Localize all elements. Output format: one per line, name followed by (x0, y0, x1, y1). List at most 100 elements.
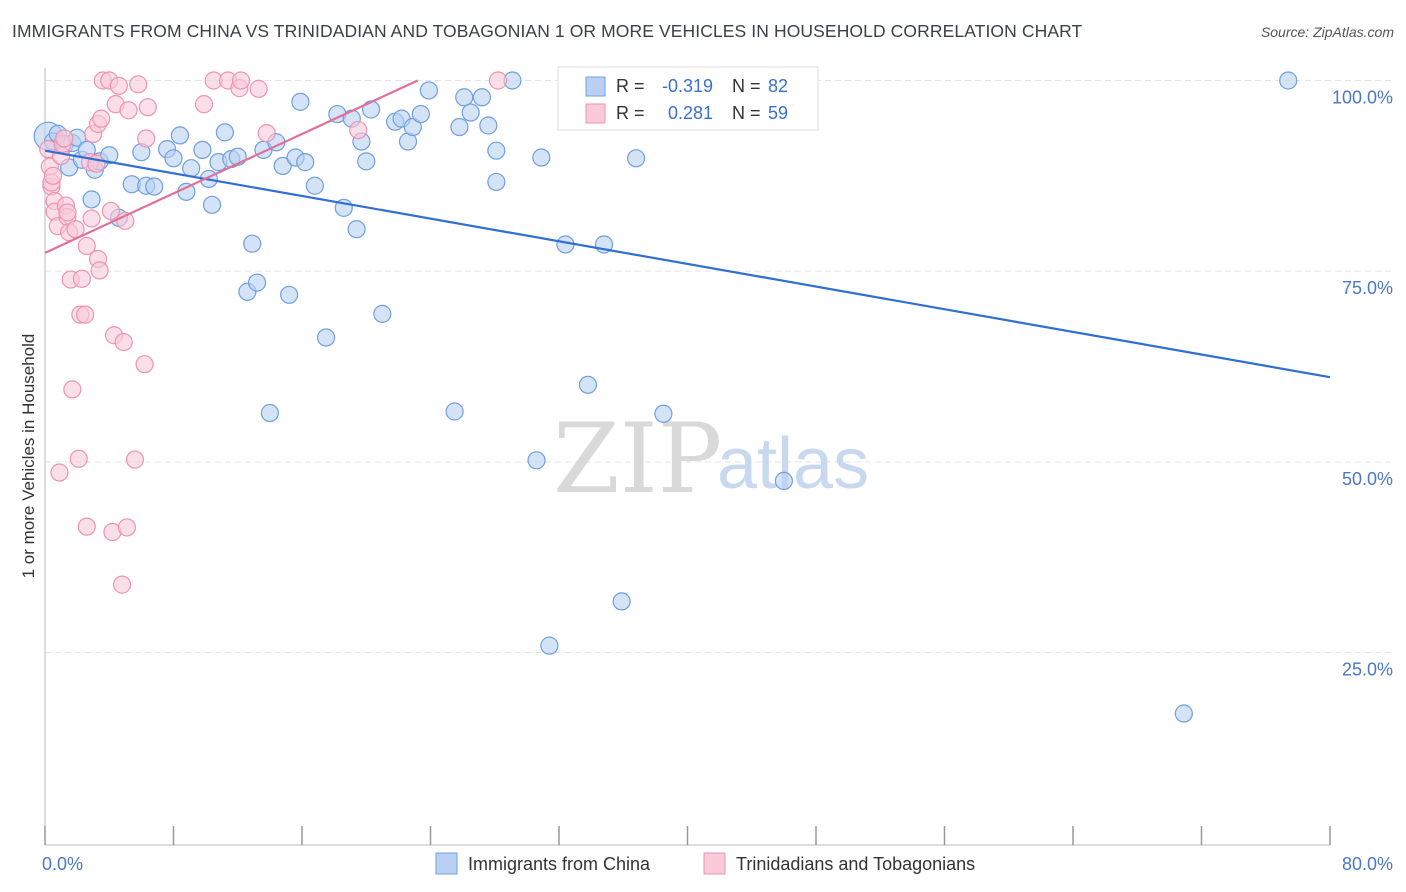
china-point (1279, 71, 1298, 90)
trinidad-point (137, 129, 156, 148)
trinidad-point (249, 79, 268, 98)
stats-r-label-trinidad: R = (616, 103, 645, 123)
china-point (532, 148, 551, 167)
china-point (774, 471, 793, 490)
china-point (243, 234, 262, 253)
china-point (361, 100, 381, 119)
china-point (461, 103, 480, 122)
y-tick-label-3: 25.0% (1342, 660, 1393, 680)
stats-legend: R = -0.319 N = 82 R = 0.281 N = 59 (557, 66, 819, 131)
trinidad-point (349, 120, 368, 140)
trinidad-trend-line (44, 79, 419, 254)
china-point (316, 328, 336, 347)
china-point (450, 117, 469, 137)
legend-label-china: Immigrants from China (468, 854, 651, 874)
stats-r-value-china: -0.319 (662, 76, 713, 96)
trinidad-point (92, 109, 111, 128)
legend-swatch-china (435, 852, 458, 875)
china-point (357, 152, 376, 171)
china-point (215, 123, 234, 142)
china-point (472, 88, 491, 107)
china-point (347, 220, 366, 239)
axes (44, 68, 1331, 846)
china-trend-line (44, 149, 1331, 379)
china-point (540, 636, 559, 655)
china-point (100, 146, 119, 165)
china-point (247, 273, 267, 292)
stats-n-label-china: N = (732, 76, 761, 96)
legend-swatch-trinidad (703, 852, 726, 875)
china-point (403, 117, 422, 137)
china-point (260, 403, 279, 423)
china-point (487, 141, 506, 160)
trinidad-point (101, 201, 120, 221)
x-tick-label-1: 80.0% (1342, 854, 1393, 874)
trinidad-point (55, 129, 74, 148)
trinidad-point (76, 305, 95, 324)
stats-swatch-trinidad (585, 103, 606, 124)
china-point (419, 81, 438, 100)
y-tick-label-1: 75.0% (1342, 278, 1393, 298)
trinidad-point (82, 209, 101, 228)
china-point (145, 177, 164, 196)
china-point (280, 285, 299, 304)
china-point (654, 404, 673, 423)
stats-r-label-china: R = (616, 76, 645, 96)
china-point (182, 159, 201, 178)
china-point (296, 153, 315, 172)
trinidad-point (69, 449, 88, 468)
stats-n-value-china: 82 (768, 76, 788, 96)
china-point (612, 592, 631, 611)
china-point (273, 156, 292, 176)
china-point (487, 172, 506, 192)
china-point (445, 402, 464, 421)
china-point (527, 451, 546, 470)
y-tick-labels: 100.0% 75.0% 50.0% 25.0% (1332, 88, 1393, 680)
china-point (291, 92, 310, 111)
china-point (411, 104, 430, 124)
stats-r-value-trinidad: 0.281 (668, 103, 713, 123)
chart-title: IMMIGRANTS FROM CHINA VS TRINIDADIAN AND… (12, 21, 1083, 41)
china-point (373, 304, 392, 323)
trinidad-point (117, 518, 137, 537)
trinidad-point (119, 101, 138, 120)
series-china-points (33, 71, 1298, 723)
trinidad-point (257, 124, 276, 143)
stats-n-label-trinidad: N = (732, 103, 761, 123)
x-tick-label-0: 0.0% (42, 854, 83, 874)
trinidad-point (58, 203, 77, 222)
trinidad-point (77, 236, 96, 256)
trinidad-point (63, 380, 82, 399)
china-point (164, 149, 183, 168)
gridlines (45, 80, 1392, 653)
watermark: ZIP atlas (553, 403, 869, 515)
trinidad-point (77, 517, 96, 536)
china-point (455, 88, 474, 107)
legend-label-trinidad: Trinidadians and Tobagonians (736, 854, 975, 874)
watermark-zip: ZIP (553, 403, 722, 515)
trinidad-point (112, 575, 132, 594)
trinidad-point (90, 261, 109, 280)
china-point (193, 140, 212, 160)
trinidad-point (231, 71, 251, 90)
trinidad-point (125, 450, 145, 469)
trinidad-point (114, 332, 133, 352)
china-point (479, 116, 498, 135)
china-point (82, 190, 101, 209)
china-point (170, 126, 190, 145)
trinidad-point (43, 166, 63, 185)
trinidad-point (50, 463, 69, 482)
trinidad-point (135, 355, 154, 374)
trinidad-point (129, 75, 148, 94)
source-label: Source: ZipAtlas.com (1260, 24, 1394, 40)
trinidad-point (72, 269, 92, 288)
y-tick-label-2: 50.0% (1342, 469, 1393, 489)
china-point (626, 149, 646, 168)
trinidad-point (194, 95, 214, 114)
china-point (202, 195, 222, 214)
watermark-atlas: atlas (717, 424, 869, 504)
trinidad-point (109, 76, 128, 95)
china-point (305, 176, 324, 195)
trinidad-point (488, 71, 508, 90)
